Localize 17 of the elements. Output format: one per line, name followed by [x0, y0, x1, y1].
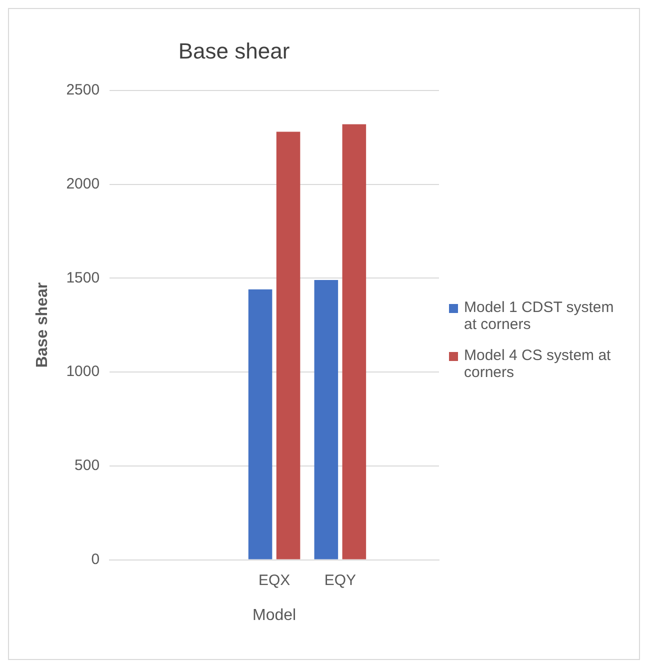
bar	[314, 280, 338, 560]
legend-label: Model 4 CS system at corners	[464, 347, 612, 381]
bar	[248, 289, 272, 560]
x-axis-title: Model	[252, 606, 296, 624]
legend-label: Model 1 CDST system at corners	[464, 299, 615, 333]
chart-title: Base shear	[178, 38, 290, 64]
y-tick-label: 0	[91, 550, 100, 568]
y-tick-label: 1000	[66, 363, 100, 380]
y-tick-label: 500	[74, 457, 100, 474]
x-tick-label: EQX	[258, 572, 290, 589]
y-tick-label: 2000	[66, 175, 100, 192]
y-axis-title: Base shear	[34, 282, 52, 368]
x-tick-label: EQY	[324, 572, 356, 589]
bar	[342, 124, 366, 560]
y-tick-label: 2500	[66, 82, 100, 99]
bar	[276, 132, 300, 560]
y-tick-label: 1500	[66, 269, 100, 286]
